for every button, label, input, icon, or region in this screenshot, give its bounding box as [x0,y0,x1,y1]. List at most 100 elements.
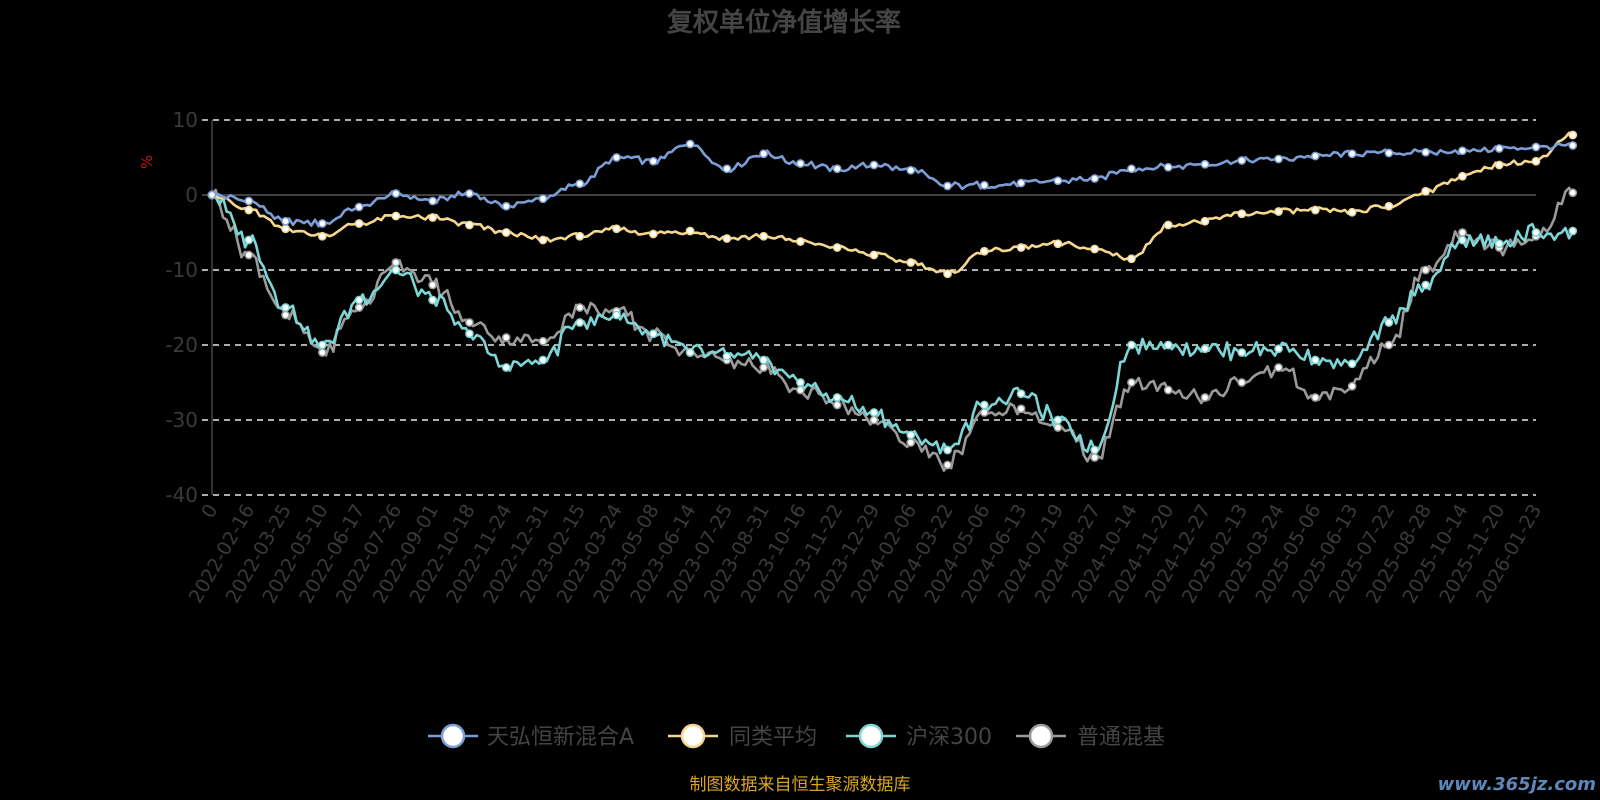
data-point [1237,209,1247,219]
data-point [1127,378,1136,387]
data-point [428,213,438,222]
data-point [979,180,989,190]
data-point [1347,359,1357,369]
data-point [391,265,401,275]
data-point [685,348,695,357]
data-point [1127,254,1136,264]
legend-item[interactable]: 同类平均 [668,723,817,750]
data-point [906,258,916,267]
data-point [1310,393,1320,402]
data-point [1347,149,1357,159]
data-point [906,438,916,447]
data-point [281,224,290,234]
data-point [1347,207,1357,217]
data-point [1274,344,1283,354]
data-point [1090,174,1100,183]
data-point [722,234,732,243]
data-point [796,159,805,168]
data-point [1016,389,1026,399]
data-point [1200,216,1210,226]
data-point [759,363,769,372]
data-point [465,318,474,327]
data-point [391,211,401,221]
data-point [648,329,658,339]
data-point [1274,154,1283,164]
data-point [575,231,585,241]
series-lines [207,130,1578,472]
data-point [1127,164,1136,174]
data-point [1494,144,1504,153]
data-point [1568,226,1578,236]
data-point [317,231,327,241]
data-point [1421,147,1431,157]
legend-swatch-marker [440,723,466,749]
series-line [211,193,1574,455]
legend-swatch-marker [858,723,884,749]
data-point [906,165,916,175]
data-point [281,216,290,226]
data-point [1458,146,1467,156]
x-tick-label: 0 [197,501,222,522]
data-point [354,219,364,228]
data-point [538,355,548,365]
data-point [1421,265,1431,275]
data-point [428,295,438,305]
data-point [1016,404,1026,414]
data-point [1163,385,1173,395]
data-point [1163,220,1173,230]
data-point [759,355,769,365]
data-point [391,258,401,267]
legend-item[interactable]: 沪深300 [846,723,992,750]
data-point [1274,363,1283,372]
data-point [281,303,290,312]
data-point [1421,186,1431,196]
data-point [979,400,989,410]
data-point [244,250,254,260]
data-point [501,333,511,342]
data-point [1494,160,1504,170]
data-point [465,329,474,339]
y-tick-label: -20 [165,333,198,357]
data-point [832,164,842,174]
data-point [612,224,621,234]
data-point [465,220,474,230]
data-point [1531,156,1541,166]
data-point [281,310,290,320]
data-point [1494,239,1504,249]
data-point [538,336,548,346]
legend-item[interactable]: 天弘恒新混合A [428,723,634,750]
data-point [943,269,952,279]
watermark: www.365jz.com [1438,774,1596,795]
data-point [1384,148,1394,158]
legend[interactable]: 天弘恒新混合A 同类平均 沪深300 普通混基 [428,723,1165,750]
data-point [575,318,585,327]
chart-title: 复权单位净值增长率 [667,7,901,38]
data-point [1310,205,1320,215]
legend-label: 普通混基 [1077,725,1165,750]
data-point [1458,171,1467,181]
data-point [244,205,254,215]
data-point [354,303,364,312]
data-point [1053,239,1063,249]
series-line [210,186,1574,472]
data-point [317,340,327,350]
data-point [612,153,621,162]
data-point [538,235,548,245]
data-point [1384,340,1394,350]
data-point [1531,142,1541,152]
y-axis-unit: % [138,155,156,169]
data-point [501,228,511,237]
data-point [1568,141,1578,150]
data-point [869,250,879,260]
data-point [1458,235,1467,245]
legend-label: 沪深300 [906,725,992,750]
data-point [1053,176,1063,186]
data-point [869,408,879,417]
y-tick-label: 0 [185,183,198,207]
data-point [832,393,842,402]
data-point [428,280,438,290]
data-source-note: 制图数据来自恒生聚源数据库 [690,775,911,795]
legend-item[interactable]: 普通混基 [1016,723,1165,750]
data-point [796,378,805,387]
